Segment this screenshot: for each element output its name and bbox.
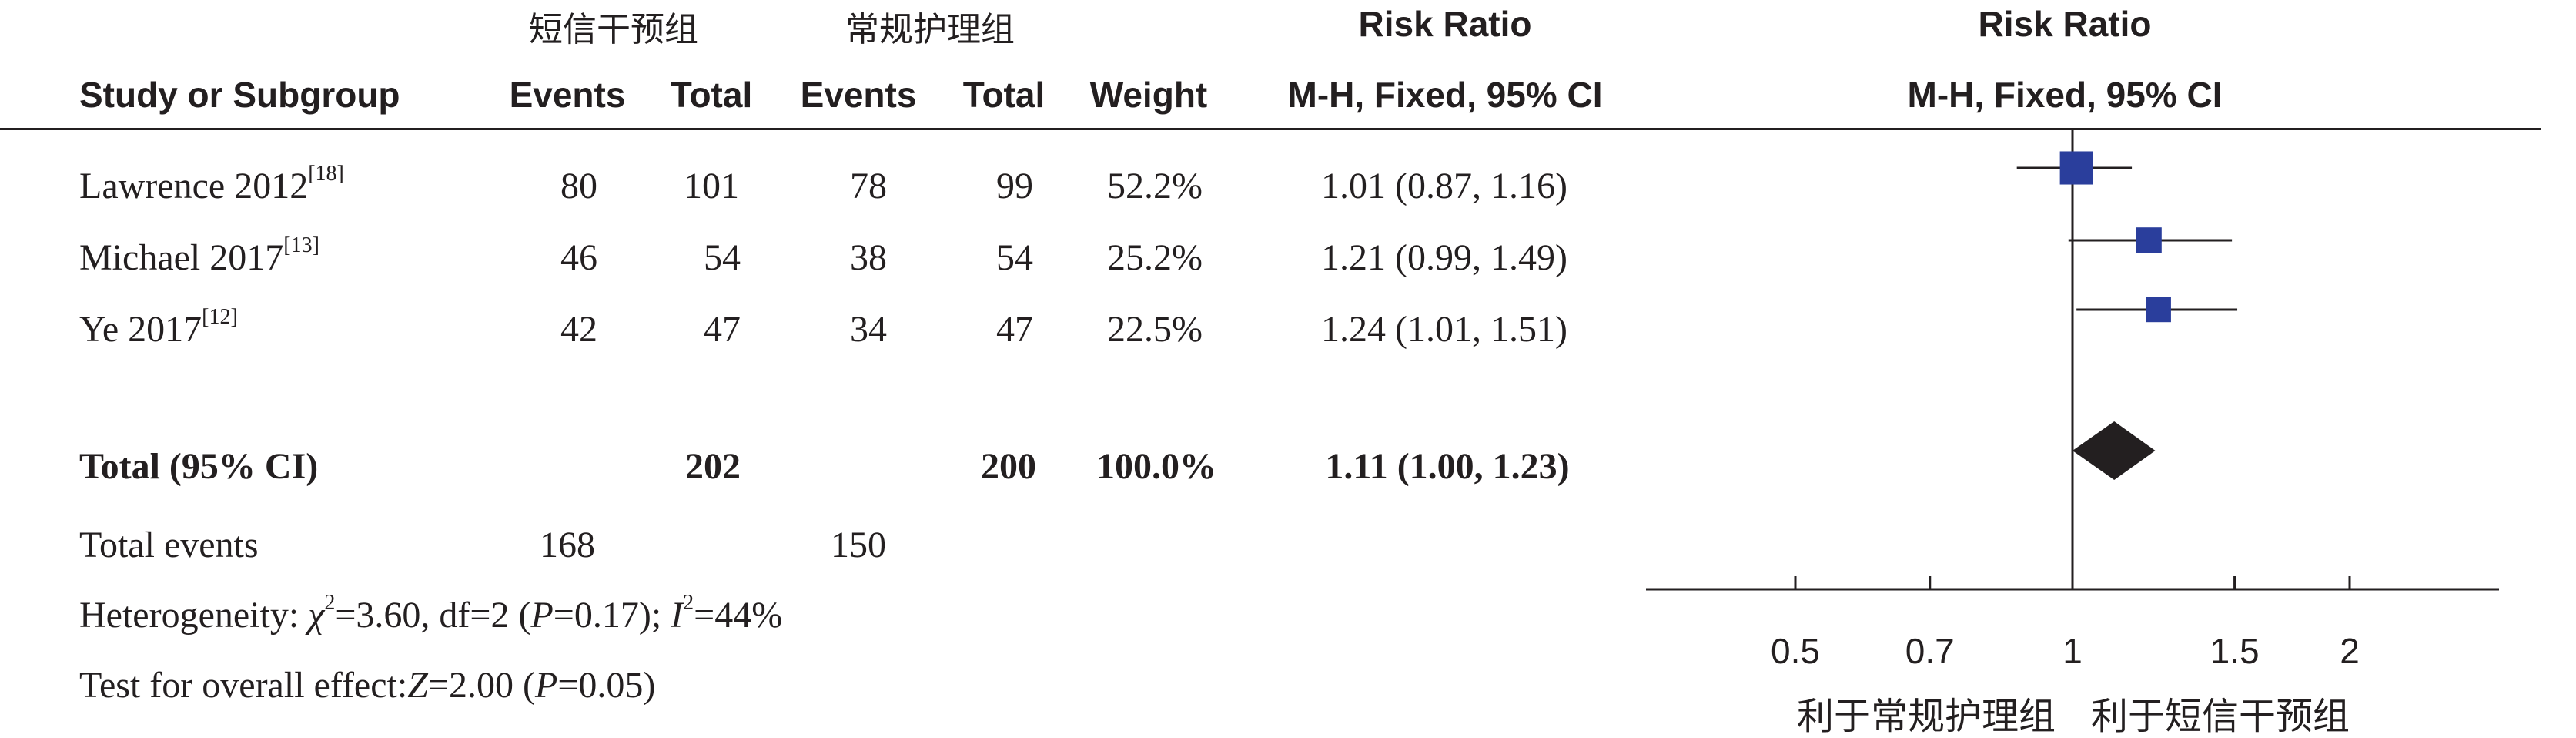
- total-events-label: Total events: [79, 525, 259, 565]
- study-row-1-name: Lawrence 2012[18]: [79, 162, 344, 206]
- study-row-2-ref: [13]: [283, 233, 319, 257]
- study-row-2-events2: 38: [850, 237, 887, 278]
- total-row-weight: 100.0%: [1096, 446, 1216, 487]
- total-row-label: Total (95% CI): [79, 446, 319, 487]
- effect-square-2: [2136, 227, 2162, 253]
- total1-column-header: Total: [670, 75, 753, 115]
- study-row-2-events1: 46: [560, 237, 597, 278]
- study-column-header: Study or Subgroup: [79, 75, 400, 115]
- method-plot-header: M-H, Fixed, 95% CI: [1907, 75, 2223, 115]
- risk-ratio-plot-header: Risk Ratio: [1978, 4, 2152, 44]
- study-row-1-events2: 78: [850, 166, 887, 206]
- study-row-2-total1: 54: [704, 237, 741, 278]
- events2-column-header: Events: [800, 75, 917, 115]
- study-row-3-name: Ye 2017[12]: [79, 305, 238, 350]
- total2-column-header: Total: [962, 75, 1045, 115]
- total-events-1: 168: [540, 525, 595, 565]
- group-experimental-header: 短信干预组: [529, 10, 698, 49]
- x-tick-label-2: 1: [2062, 631, 2083, 671]
- study-row-3-ref: [12]: [202, 305, 238, 329]
- study-row-1-weight: 52.2%: [1107, 166, 1203, 206]
- favours-left-label: 利于常规护理组: [1797, 695, 2056, 738]
- favours-right-label: 利于短信干预组: [2091, 695, 2350, 738]
- group-control-header: 常规护理组: [845, 10, 1015, 49]
- heterogeneity-line: Heterogeneity: χ2=3.60, df=2 (P=0.17); I…: [79, 591, 783, 636]
- study-row-2-weight: 25.2%: [1107, 237, 1203, 278]
- total-row-total1: 202: [685, 446, 741, 487]
- x-tick-label-4: 2: [2340, 631, 2360, 671]
- study-row-3-weight: 22.5%: [1107, 309, 1203, 350]
- study-row-3-ci: 1.24 (1.01, 1.51): [1321, 309, 1567, 350]
- weight-column-header: Weight: [1089, 75, 1208, 115]
- x-tick-label-3: 1.5: [2210, 631, 2260, 671]
- study-row-2-name: Michael 2017[13]: [79, 233, 319, 278]
- effect-square-1: [2059, 151, 2093, 185]
- study-row-1-total1: 101: [684, 166, 739, 206]
- study-row-3-events1: 42: [560, 309, 597, 350]
- x-tick-label-0: 0.5: [1771, 631, 1820, 671]
- study-row-3-events2: 34: [850, 309, 887, 350]
- study-row-2-total2: 54: [996, 237, 1033, 278]
- total-row-ci: 1.11 (1.00, 1.23): [1325, 446, 1570, 487]
- header-divider: [0, 128, 2541, 130]
- study-row-3-total1: 47: [704, 309, 741, 350]
- effect-square-3: [2146, 297, 2171, 323]
- total-row-total2: 200: [981, 446, 1036, 487]
- study-row-3-total2: 47: [996, 309, 1033, 350]
- study-row-2-ci: 1.21 (0.99, 1.49): [1321, 237, 1567, 278]
- study-row-1-events1: 80: [560, 166, 597, 206]
- method-table-header: M-H, Fixed, 95% CI: [1287, 75, 1603, 115]
- x-tick-label-1: 0.7: [1905, 631, 1955, 671]
- total-events-2: 150: [831, 525, 886, 565]
- pooled-diamond: [2073, 421, 2156, 480]
- risk-ratio-table-header: Risk Ratio: [1358, 4, 1532, 44]
- study-row-1-ref: [18]: [308, 162, 344, 186]
- study-row-1-ci: 1.01 (0.87, 1.16): [1321, 166, 1567, 206]
- study-row-1-total2: 99: [996, 166, 1033, 206]
- overall-effect-line: Test for overall effect:Z=2.00 (P=0.05): [79, 665, 656, 706]
- events1-column-header: Events: [509, 75, 626, 115]
